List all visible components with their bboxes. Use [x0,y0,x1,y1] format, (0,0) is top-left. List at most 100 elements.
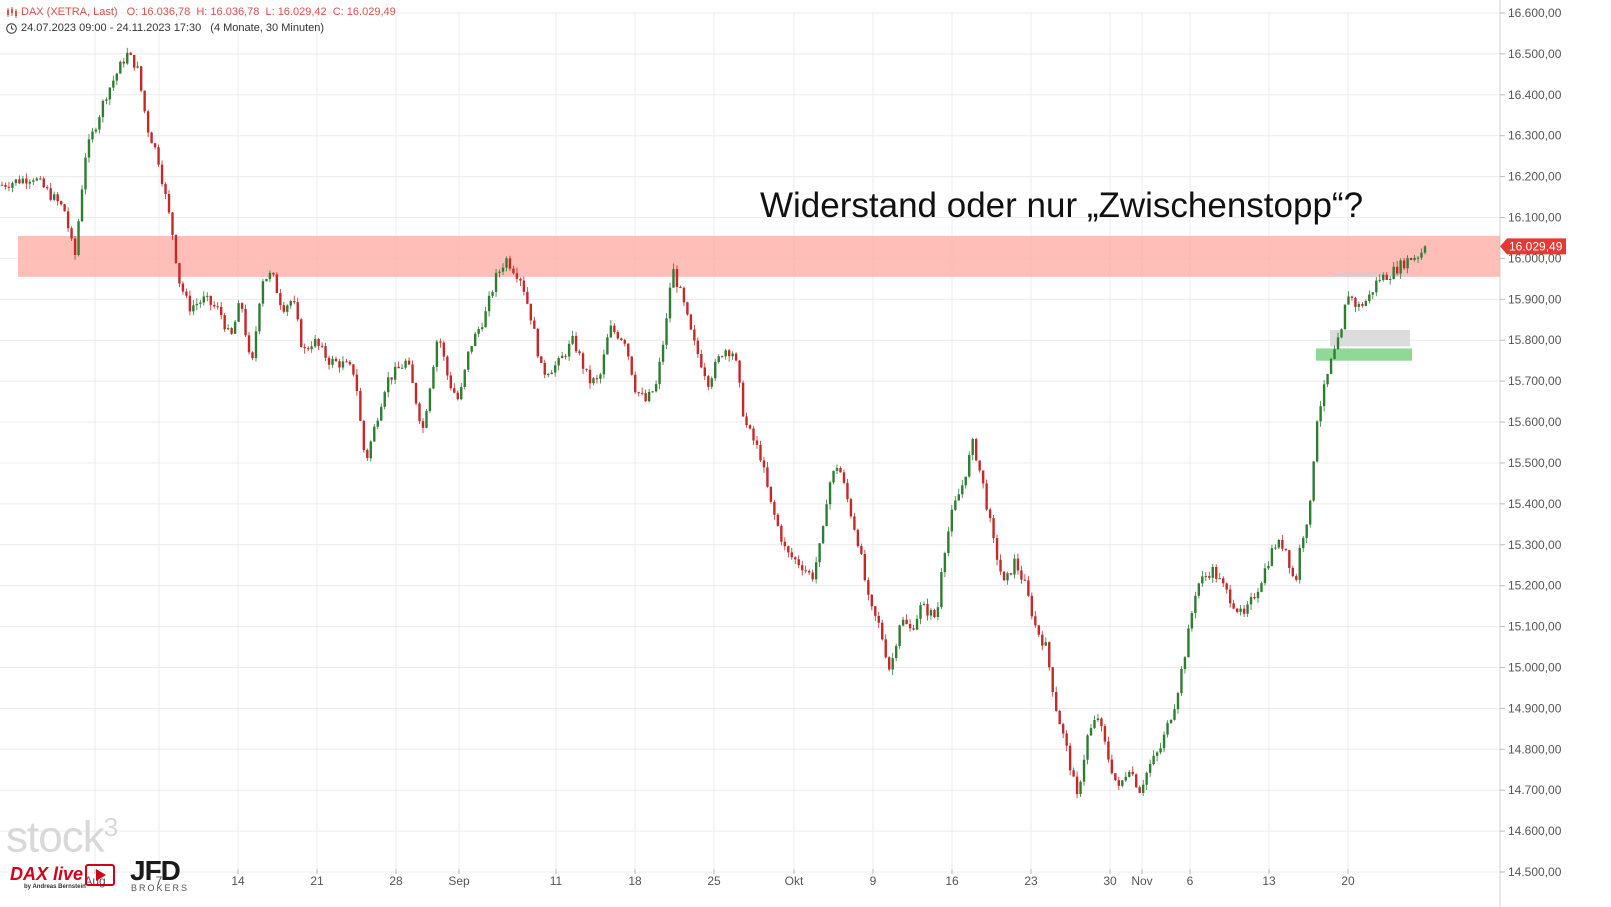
candle-body [797,559,800,566]
candle [1162,731,1166,753]
candle [1326,373,1329,388]
candle-body [1124,776,1127,781]
x-tick-label: Sep [448,874,470,888]
candle [181,281,185,295]
y-tick-label: 14.700,00 [1508,783,1562,797]
candle-body [651,391,654,393]
candle [543,359,546,379]
candle-body [682,287,686,303]
candle-body [1315,421,1319,462]
x-tick-label: 23 [1024,874,1038,888]
candle [640,387,644,396]
candle [1013,554,1016,579]
candle-body [1218,578,1221,580]
candle-body [59,201,63,205]
candle-body [974,439,978,461]
candle-body [540,356,543,363]
candle-body [115,73,119,81]
candle-body [143,90,146,112]
candle [995,534,999,566]
x-tick-label: 6 [1187,874,1194,888]
candle-body [73,238,77,255]
candle-body [258,303,261,332]
candle-body [783,541,787,547]
candle-body [261,281,265,304]
candle-body [1302,537,1305,548]
candle-body [293,301,296,303]
candle [888,656,891,672]
candle-body [432,366,435,389]
candle-body [1152,755,1155,765]
instrument-info: DAX (XETRA, Last) O: 16.036,78 H: 16.036… [6,6,396,18]
candle-body [769,486,773,502]
candle-body [390,377,393,380]
candle-body [1016,558,1020,571]
candle-body [139,66,143,91]
candle-body [665,318,668,345]
candle-body [804,570,807,572]
candle [206,292,209,302]
candle-body [150,132,153,144]
candle-body [727,350,731,357]
candle [964,476,967,489]
candle [209,295,212,311]
candle [707,374,710,391]
candle [1048,641,1051,671]
candle-body [1256,591,1260,599]
candle-body [647,391,651,402]
candle [1322,380,1326,412]
candle-body [501,267,505,272]
candle-body [0,184,4,186]
candle [620,337,623,341]
candle-body [167,193,171,213]
candle-body [1347,296,1350,305]
candle [174,234,178,265]
candle-body [35,178,38,181]
candle [1138,785,1141,794]
candle-body [1155,752,1159,756]
candle [327,355,331,370]
candle [306,346,310,352]
candle [390,377,393,385]
candle-body [1100,718,1103,727]
candle [407,357,411,366]
candle [143,90,146,114]
candle [529,303,533,325]
candle-body [216,306,219,308]
candle-body [592,378,595,384]
candle-body [414,382,418,404]
candle [1190,610,1194,632]
candle [846,478,849,503]
candle [14,178,18,186]
candle [1103,723,1107,745]
candle-body [968,454,971,477]
candle [258,302,261,335]
candle-body [1096,718,1100,721]
candle-body [508,258,512,269]
candle-body [407,360,411,365]
candle-body [1242,608,1246,614]
candle-body [1378,279,1381,281]
candle-body [1204,576,1208,578]
candle [1329,357,1333,375]
candle [804,565,807,574]
candle-body [192,305,195,312]
candle [1302,535,1305,553]
candle-body [613,325,616,333]
candle [1176,691,1180,714]
candle-body [794,557,797,560]
candle [400,364,404,369]
candle-body [1131,771,1134,775]
candle-body [233,321,237,334]
candle [1305,524,1308,543]
candle-body [400,367,404,369]
candle-body [1145,772,1148,785]
candle [1347,291,1350,305]
candle-body [884,639,887,658]
candle-body [449,375,453,389]
candle [1044,637,1047,646]
candle [515,267,519,283]
candle-body [334,358,338,362]
candle-body [355,374,359,392]
candle [498,269,501,278]
